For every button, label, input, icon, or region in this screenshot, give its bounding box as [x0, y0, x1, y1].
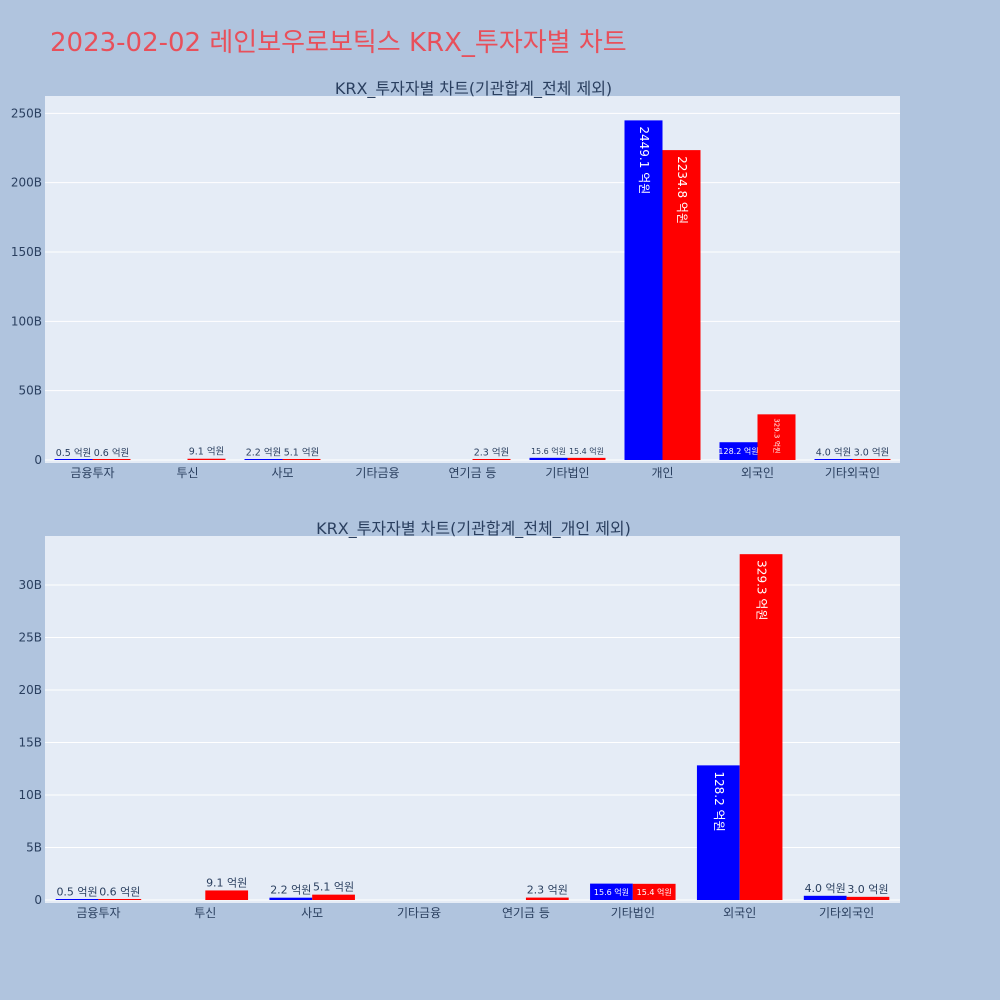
- x-tick-label: 금융투자: [76, 906, 120, 920]
- y-tick-label: 0: [34, 893, 42, 907]
- bar: [205, 890, 249, 900]
- data-label: 2.3 억원: [474, 447, 510, 459]
- bar: [719, 442, 758, 460]
- page-title: 2023-02-02 레인보우로보틱스 KRX_투자자별 차트: [50, 28, 627, 58]
- data-label: 3.0 억원: [847, 883, 888, 896]
- data-label: 15.4 억원: [569, 446, 604, 456]
- bar: [696, 765, 740, 900]
- bar: [282, 459, 321, 460]
- x-tick-label: 연기금 등: [449, 466, 497, 480]
- x-tick-label: 기타법인: [545, 466, 589, 480]
- y-tick-label: 100B: [11, 314, 42, 328]
- data-label: 0.5 억원: [56, 447, 92, 459]
- data-label: 4.0 억원: [816, 446, 852, 458]
- data-label: 2.3 억원: [527, 884, 568, 897]
- x-tick-label: 기타외국인: [819, 906, 874, 920]
- bar: [98, 899, 142, 900]
- data-label: 2234.8 억원: [675, 156, 689, 224]
- y-tick-label: 50B: [18, 384, 42, 398]
- x-tick-label: 투신: [176, 466, 198, 480]
- x-tick-label: 외국인: [741, 466, 774, 480]
- data-label: 0.6 억원: [99, 885, 140, 898]
- bar: [624, 120, 663, 460]
- bar: [269, 897, 313, 900]
- data-label: 128.2 억원: [718, 446, 758, 456]
- x-tick-label: 기타법인: [611, 906, 655, 920]
- y-tick-label: 15B: [18, 735, 42, 749]
- y-tick-label: 10B: [18, 788, 42, 802]
- chart-subtitle: KRX_투자자별 차트(기관합계_전체 제외): [335, 79, 612, 99]
- x-tick-label: 사모: [271, 466, 293, 480]
- x-tick-label: 기타금융: [355, 466, 399, 480]
- x-tick-label: 기타외국인: [825, 466, 880, 480]
- data-label: 2.2 억원: [270, 884, 311, 897]
- bar: [567, 457, 606, 460]
- data-label: 15.6 억원: [531, 446, 566, 456]
- data-label: 4.0 억원: [805, 882, 846, 895]
- x-tick-label: 개인: [651, 466, 673, 480]
- bar: [92, 459, 131, 460]
- x-tick-label: 연기금 등: [502, 906, 550, 920]
- data-label: 329.3 억원: [773, 418, 782, 453]
- bar: [590, 883, 633, 900]
- bar: [529, 457, 568, 460]
- bar: [852, 459, 891, 460]
- bar: [846, 896, 890, 900]
- data-label: 3.0 억원: [854, 447, 890, 459]
- y-tick-label: 250B: [11, 106, 42, 120]
- bar: [312, 894, 355, 900]
- bar: [525, 897, 569, 900]
- data-label: 15.6 억원: [594, 887, 629, 897]
- data-label: 128.2 억원: [712, 771, 726, 831]
- bar: [739, 554, 783, 900]
- bar: [632, 883, 676, 900]
- data-label: 5.1 억원: [313, 881, 354, 894]
- bar: [814, 459, 853, 460]
- data-label: 0.5 억원: [56, 885, 97, 898]
- data-label: 2.2 억원: [246, 447, 282, 459]
- y-tick-label: 0: [34, 453, 42, 467]
- bar: [757, 414, 796, 460]
- x-tick-label: 사모: [301, 906, 323, 920]
- y-tick-label: 20B: [18, 683, 42, 697]
- x-tick-label: 금융투자: [70, 466, 114, 480]
- chart-1: 0 50B 100B 150B 200B 250B KRX_투자자별 차트(기관합계_전체 …: [11, 79, 900, 480]
- x-tick-label: 외국인: [723, 906, 756, 920]
- bar: [803, 895, 847, 900]
- bar: [472, 459, 511, 460]
- y-tick-label: 5B: [26, 840, 42, 854]
- x-tick-label: 투신: [194, 906, 216, 920]
- plot-area: [45, 96, 900, 463]
- chart-subtitle: KRX_투자자별 차트(기관합계_전체_개인 제외): [316, 519, 631, 539]
- y-tick-label: 25B: [18, 630, 42, 644]
- data-label: 15.4 억원: [637, 887, 672, 897]
- bar: [54, 459, 93, 460]
- bar: [187, 458, 226, 460]
- x-tick-label: 기타금융: [397, 906, 441, 920]
- data-label: 2449.1 억원: [637, 126, 651, 194]
- data-label: 9.1 억원: [189, 446, 225, 458]
- bar: [244, 459, 283, 460]
- data-label: 0.6 억원: [94, 447, 130, 459]
- data-label: 9.1 억원: [206, 876, 247, 889]
- data-label: 5.1 억원: [284, 446, 320, 458]
- bar: [55, 899, 99, 900]
- y-tick-label: 150B: [11, 245, 42, 259]
- data-label: 329.3 억원: [755, 560, 769, 620]
- y-tick-label: 200B: [11, 176, 42, 190]
- bar: [662, 150, 701, 460]
- chart-2: 0 5B 10B 15B 20B 25B 30B KRX_투자자별 차트(기관합계_전체_개인…: [18, 519, 900, 920]
- y-tick-label: 30B: [18, 578, 42, 592]
